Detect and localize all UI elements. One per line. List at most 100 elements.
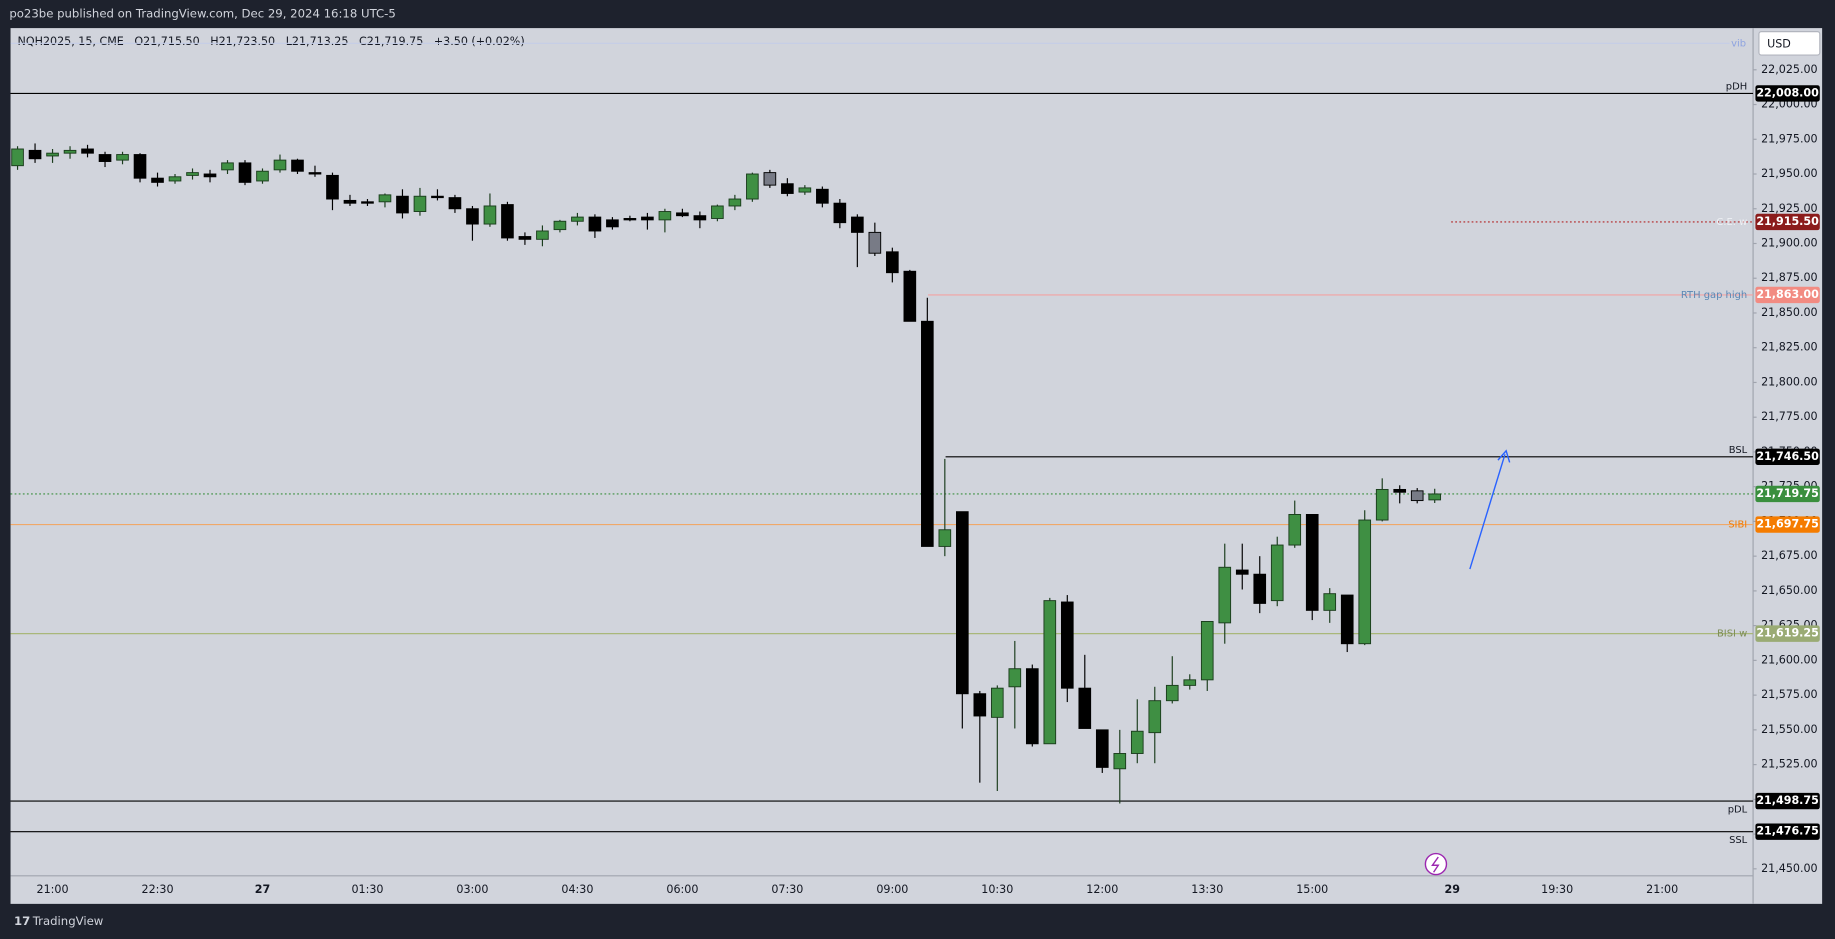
candle-body bbox=[273, 159, 287, 171]
candle-body bbox=[833, 202, 847, 224]
x-tick-label: 10:30 bbox=[981, 883, 1013, 896]
price-tag bbox=[1755, 516, 1820, 533]
candle-body bbox=[1078, 687, 1092, 729]
price-tag-label: 21,697.75 bbox=[1756, 518, 1819, 531]
candle-body bbox=[1025, 668, 1039, 745]
candle-body bbox=[1253, 573, 1267, 604]
price-tag-label: 21,498.75 bbox=[1756, 794, 1819, 807]
x-tick-label: 29 bbox=[1444, 883, 1460, 896]
y-tick-label: 21,850.00 bbox=[1761, 306, 1818, 319]
legend-low: L21,713.25 bbox=[286, 35, 349, 48]
candle-body bbox=[168, 176, 182, 182]
y-tick-label: 22,025.00 bbox=[1761, 63, 1818, 76]
candle-body bbox=[466, 208, 479, 225]
level-name: RTH gap high bbox=[1681, 290, 1747, 301]
candle-body bbox=[46, 152, 59, 157]
y-tick-label: 21,525.00 bbox=[1761, 758, 1818, 771]
candle-body bbox=[343, 199, 357, 204]
candle-body bbox=[116, 154, 129, 161]
x-tick-label: 01:30 bbox=[351, 883, 383, 896]
lightning-icon[interactable] bbox=[1424, 852, 1448, 876]
candle-body bbox=[816, 188, 829, 204]
x-tick-label: 19:30 bbox=[1541, 883, 1573, 896]
y-tick-label: 21,675.00 bbox=[1761, 549, 1818, 562]
candle-body bbox=[151, 177, 164, 183]
candle-body bbox=[81, 148, 94, 154]
candle-body bbox=[956, 511, 969, 695]
legend: NQH2025, 15, CME O21,715.50 H21,723.50 L… bbox=[18, 35, 525, 48]
candle-body bbox=[1305, 514, 1319, 611]
candle-body bbox=[1165, 684, 1179, 702]
x-tick-label: 22:30 bbox=[142, 883, 174, 896]
candle-body bbox=[798, 187, 812, 193]
candle-body bbox=[1043, 600, 1057, 745]
price-tag bbox=[1755, 213, 1820, 231]
y-tick-label: 21,575.00 bbox=[1761, 688, 1818, 701]
level-name: BSL bbox=[1729, 445, 1748, 456]
candle-body bbox=[746, 173, 759, 200]
candle-body bbox=[483, 205, 497, 225]
candle-body bbox=[431, 195, 444, 199]
candle-body bbox=[326, 174, 339, 200]
y-tick-label: 21,775.00 bbox=[1761, 410, 1818, 423]
candle-body bbox=[1358, 519, 1372, 645]
candle-body bbox=[1270, 544, 1284, 602]
x-tick-label: 07:30 bbox=[771, 883, 803, 896]
candle-body bbox=[1008, 668, 1022, 688]
lightning-glyph bbox=[1431, 856, 1440, 873]
candle-body bbox=[308, 172, 322, 175]
x-tick-label: 03:00 bbox=[456, 883, 488, 896]
price-tag bbox=[1755, 823, 1820, 840]
logo-mark: 17 bbox=[14, 914, 30, 928]
candle-body bbox=[938, 529, 952, 547]
candle-body bbox=[1183, 679, 1197, 686]
candle-body bbox=[588, 216, 602, 232]
x-tick-label: 09:00 bbox=[876, 883, 908, 896]
candle-body bbox=[238, 162, 252, 183]
candle-body bbox=[571, 216, 584, 222]
price-tag bbox=[1755, 85, 1820, 102]
candle-body bbox=[291, 159, 304, 172]
candle-body bbox=[256, 170, 269, 182]
y-tick-label: 21,925.00 bbox=[1761, 202, 1818, 215]
candle-body bbox=[221, 162, 234, 171]
candle-body bbox=[1218, 566, 1232, 624]
candle-body bbox=[536, 230, 549, 240]
candle-body bbox=[63, 149, 77, 154]
candle-body bbox=[990, 687, 1004, 718]
legend-close: C21,719.75 bbox=[359, 35, 423, 48]
candle-body bbox=[98, 154, 112, 162]
candle-body bbox=[1375, 488, 1389, 521]
candle-body bbox=[641, 216, 654, 221]
y-tick-label: 21,825.00 bbox=[1761, 341, 1818, 354]
candle-body bbox=[781, 183, 794, 194]
candle-body bbox=[1200, 621, 1214, 681]
candle-body bbox=[763, 172, 777, 186]
y-tick-label: 21,800.00 bbox=[1761, 375, 1818, 388]
x-tick-label: 27 bbox=[255, 883, 270, 896]
price-tag-label: 21,476.75 bbox=[1756, 825, 1819, 838]
candle-body bbox=[693, 215, 707, 221]
candle-body bbox=[1428, 493, 1442, 501]
y-tick-label: 21,900.00 bbox=[1761, 236, 1818, 249]
candle-body bbox=[396, 195, 409, 214]
price-axis bbox=[1753, 28, 1823, 904]
candle-body bbox=[186, 172, 199, 176]
candle-body bbox=[378, 194, 392, 203]
y-tick-label: 21,950.00 bbox=[1761, 167, 1818, 180]
price-tag bbox=[1755, 485, 1820, 503]
candle-body bbox=[658, 211, 672, 221]
currency-button[interactable] bbox=[1758, 31, 1821, 56]
price-tag bbox=[1755, 625, 1820, 642]
price-tag-label: 21,915.50 bbox=[1756, 215, 1819, 228]
level-name: SIBI bbox=[1728, 520, 1747, 531]
level-name: pDH bbox=[1726, 81, 1747, 92]
time-axis bbox=[10, 875, 1754, 904]
candle-body bbox=[903, 270, 917, 322]
x-tick-label: 12:00 bbox=[1086, 883, 1118, 896]
y-tick-label: 21,550.00 bbox=[1761, 723, 1818, 736]
indicator-label: vib bbox=[1731, 38, 1746, 49]
candle-body bbox=[1235, 569, 1249, 575]
